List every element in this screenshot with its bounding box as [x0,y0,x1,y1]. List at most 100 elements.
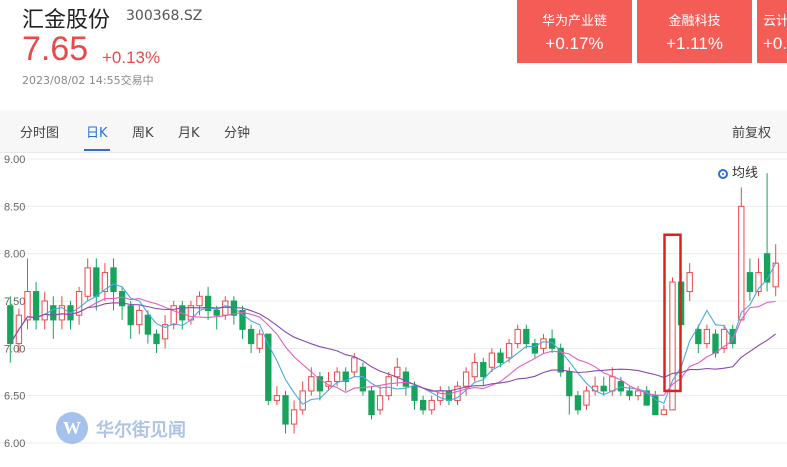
candle-body [7,305,14,345]
candle-body [419,399,427,411]
active-tab-indicator [84,149,110,151]
stock-name: 汇金股份 [22,8,111,33]
candle-body [110,267,117,293]
sector-change: +0.5% [763,34,787,53]
sector-card-cloud[interactable]: 云计算 +0.5% [757,0,787,63]
chart-tab-bar: 分时图 日K 周K 月K 分钟 前复权 [0,110,787,153]
candle-body [566,371,573,397]
candle-body [394,366,401,378]
candle-body [213,309,220,316]
candle-body [600,385,607,392]
candle-body [144,314,152,335]
candle-body [574,395,582,411]
candle-body [497,352,504,364]
candle-body [118,291,126,307]
sector-name: 金融科技 [668,14,721,29]
ma-long-line [9,302,777,392]
candle-body [75,291,83,316]
sector-card-fintech[interactable]: 金融科技 +1.11% [637,0,752,63]
candle-body [669,281,676,411]
candle-body [712,333,719,354]
candle-body [462,371,470,387]
candle-body [170,305,177,326]
candle-body [127,305,134,326]
candle-body [316,376,324,392]
candle-body [308,376,315,392]
candle-body [376,395,384,411]
candle-body [738,205,745,321]
candle-body [634,390,642,397]
candle-body [583,390,590,406]
tab-intraday[interactable]: 分时图 [20,126,60,141]
candle-body [368,390,375,416]
candle-body [256,333,263,349]
candle-body [273,395,281,401]
candle-body [609,376,616,392]
candle-body [488,352,496,368]
stock-code: 300368.SZ [126,8,203,24]
candle-body [84,267,91,297]
candle-body [333,371,341,382]
sector-change: +0.17% [545,34,604,53]
candle-body [58,305,66,321]
tab-minute[interactable]: 分钟 [224,126,251,141]
candle-body [660,409,668,416]
kline-chart[interactable]: 9.00 8.50 8.00 7.50 7.00 6.50 6.00 [0,152,787,467]
candle-body [454,385,461,401]
candle-body [385,376,392,397]
wallstreetcn-logo-icon: W [56,412,88,444]
tab-monthly-k[interactable]: 月K [178,126,200,141]
candle-body [325,380,332,387]
candle-body [290,409,298,425]
sector-change: +1.11% [666,34,723,53]
candle-body [239,309,246,330]
y-tick-label: 7.50 [4,296,25,308]
candle-body [480,362,487,378]
candle-body [720,328,728,349]
candle-body [729,328,736,345]
highlight-box [663,233,682,393]
candle-body [136,309,143,326]
candle-body [763,253,771,283]
candle-body [626,390,633,397]
ma-legend[interactable]: 均线 [718,162,758,181]
candle-body [299,390,306,411]
candle-body [746,272,754,293]
candle-body [540,338,547,349]
candle-body [41,300,48,321]
candle-body [548,338,556,349]
y-tick-label: 8.00 [4,249,25,261]
y-tick-label: 8.50 [4,201,25,213]
candle-body [222,300,229,316]
candle-body [351,357,358,373]
price-adjust-selector[interactable]: 前复权 [731,126,771,141]
quote-header: 汇金股份 300368.SZ 7.65 +0.13% 2023/08/02 14… [0,0,787,110]
radio-selected-icon [718,169,728,179]
watermark-text: 华尔街见闻 [96,420,186,441]
ma-mid-line [9,296,776,396]
candle-body [695,328,702,345]
candle-body [755,272,762,293]
candle-body [24,291,31,321]
candle-body [411,385,418,401]
candle-body [643,390,650,406]
sector-card-huawei[interactable]: 华为产业链 +0.17% [517,0,632,63]
candle-body [514,328,521,345]
candle-body [50,305,57,321]
candle-body [204,295,212,311]
candle-body [505,343,513,359]
candle-body [282,395,289,425]
candle-body [93,267,100,297]
candle-body [703,328,711,345]
candle-body [196,295,203,307]
tab-daily-k[interactable]: 日K [86,126,108,141]
candle-body [161,324,169,340]
ma-legend-label: 均线 [732,166,759,181]
candle-body [247,328,255,345]
tab-weekly-k[interactable]: 周K [132,126,154,141]
y-tick-label: 9.00 [4,154,25,166]
candle-body [686,272,693,293]
candle-body [265,333,272,401]
y-tick-label: 7.00 [4,343,25,355]
candle-body [101,272,109,293]
